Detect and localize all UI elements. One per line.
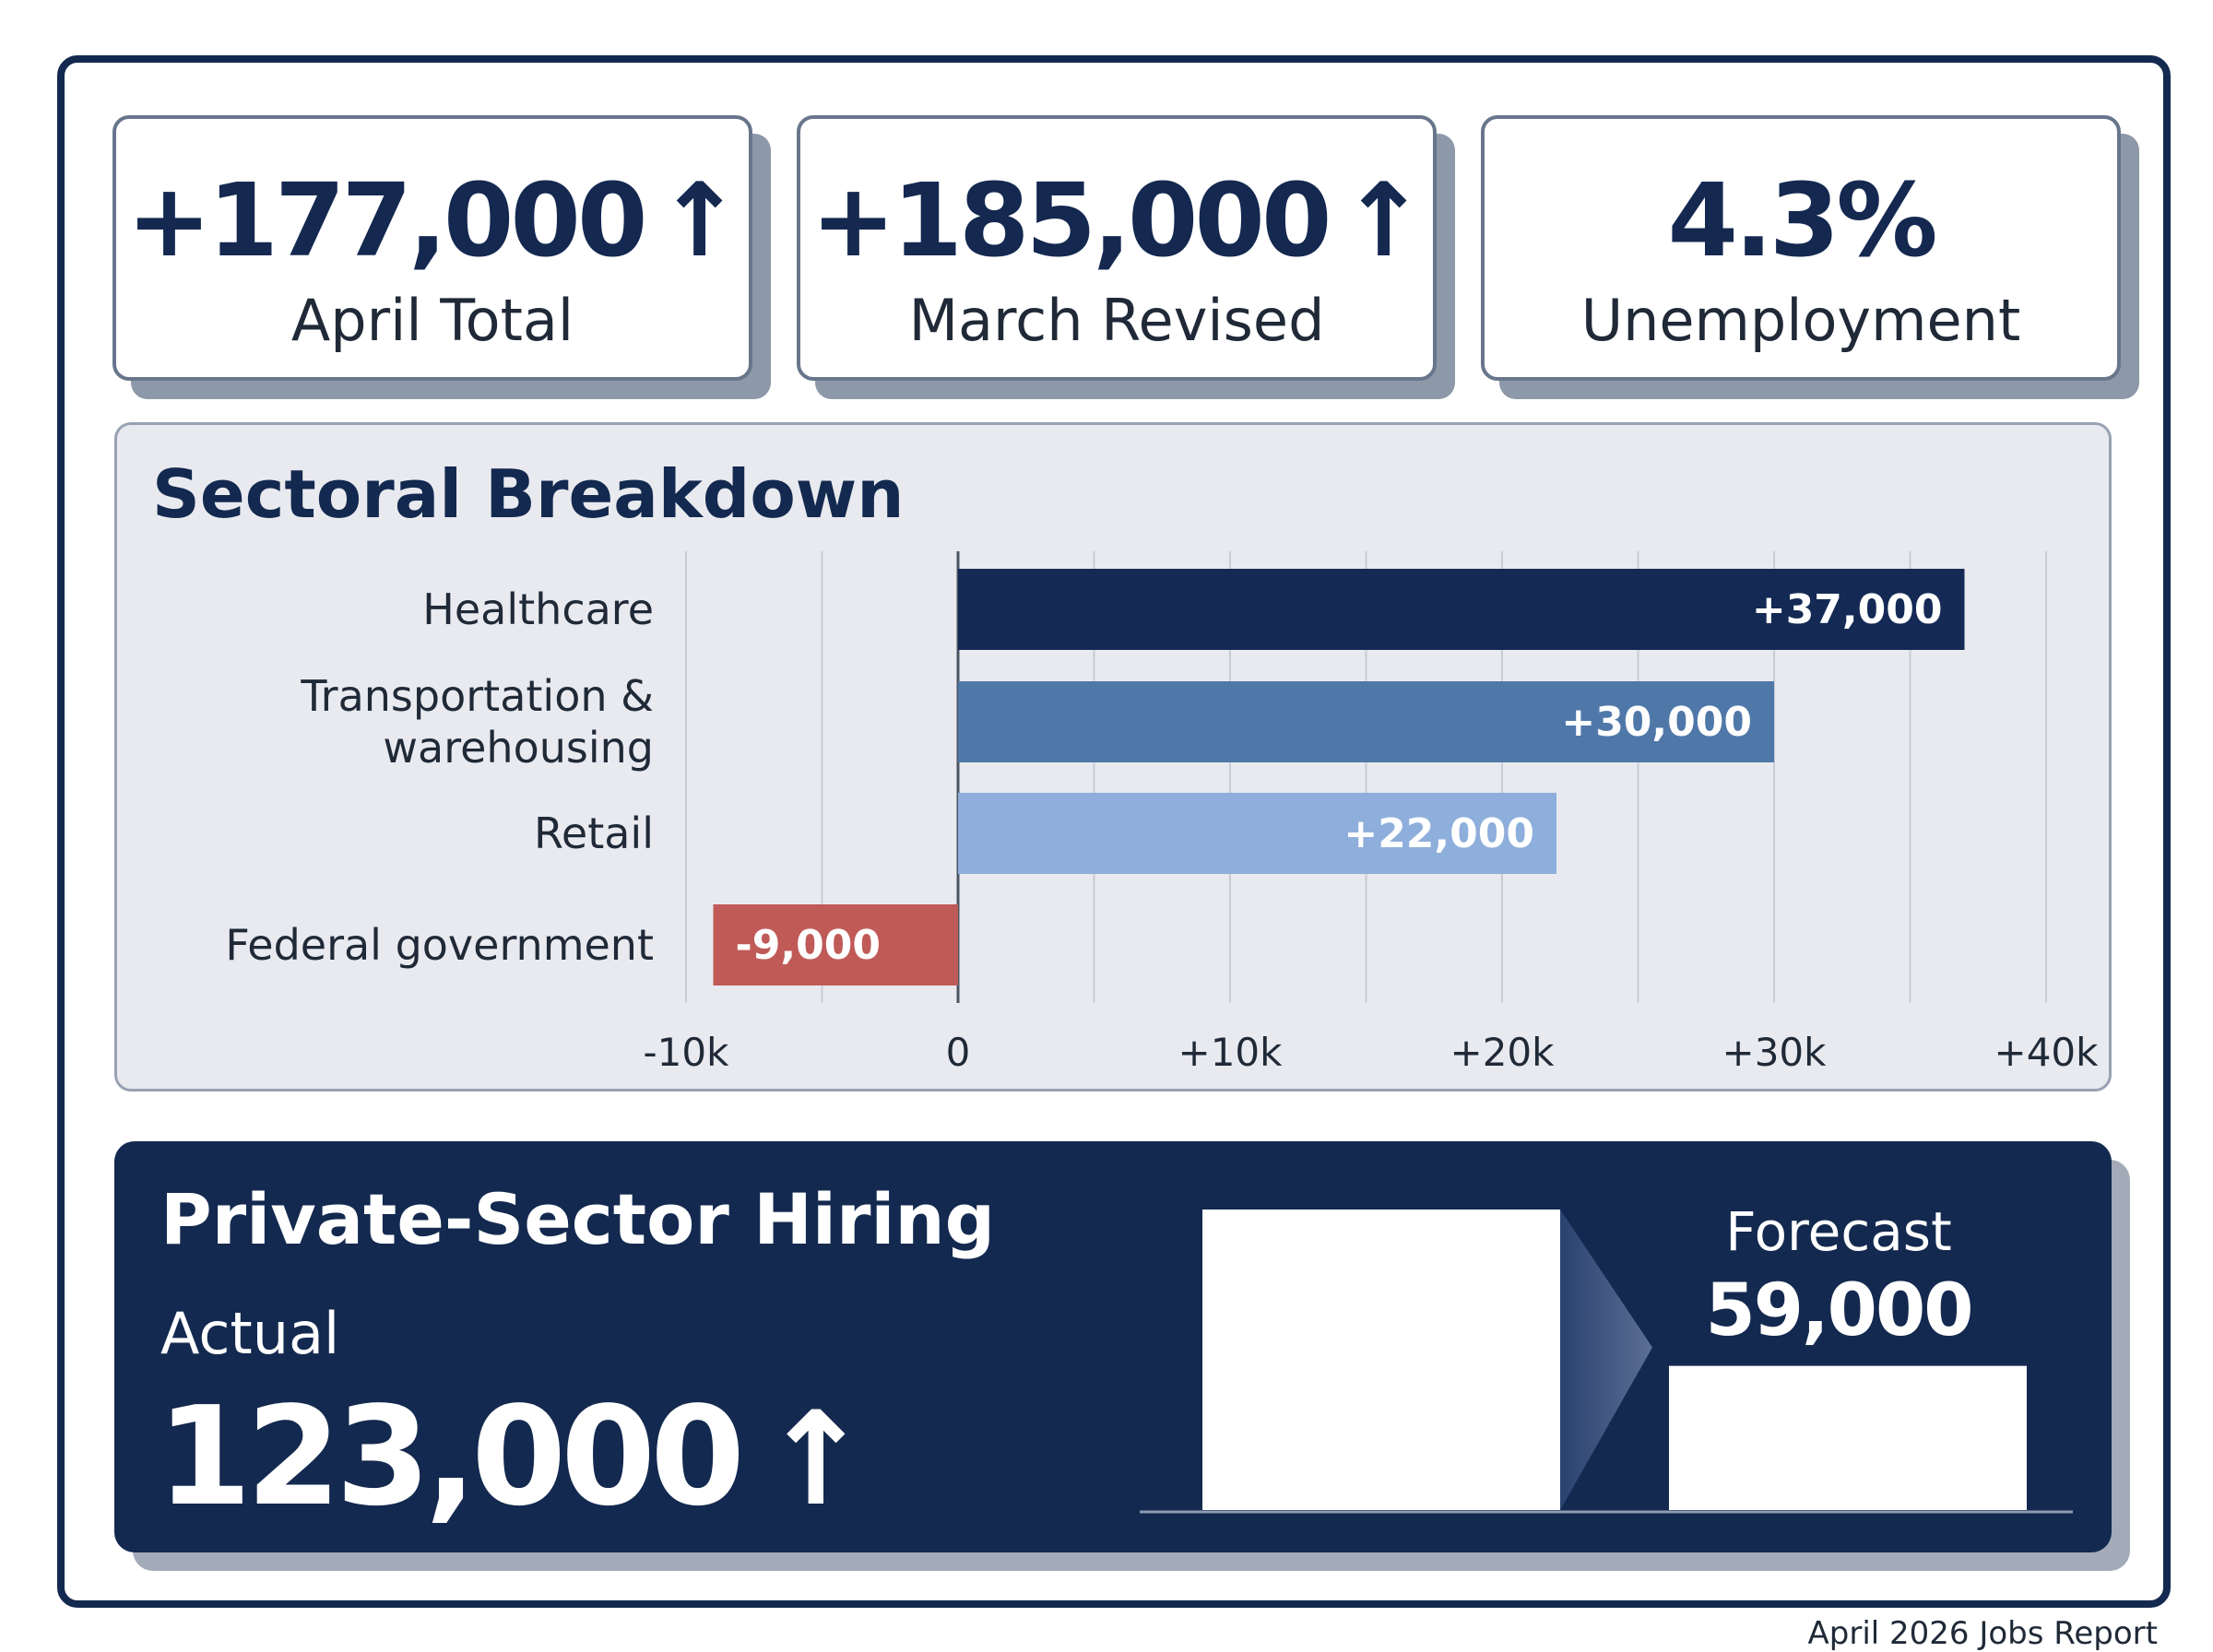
- category-label: Federal government: [225, 920, 654, 970]
- stat-label: April Total: [290, 287, 574, 354]
- up-arrow-icon: ↑: [762, 1385, 870, 1535]
- x-tick-label: +30k: [1722, 1030, 1828, 1075]
- bar: [1202, 1210, 1560, 1510]
- category-label: Transportation & warehousing: [300, 671, 654, 773]
- bar: [1669, 1365, 2027, 1510]
- actual-value: 123,000 ↑: [157, 1377, 870, 1536]
- bar: [958, 569, 1965, 650]
- x-tick-label: +10k: [1178, 1030, 1284, 1075]
- x-tick-label: +40k: [1994, 1030, 2100, 1075]
- arrow-connector: [1560, 1210, 1652, 1510]
- report-frame: +177,000 ↑ April Total +185,000 ↑ March Re…: [57, 55, 2171, 1608]
- forecast-label: Forecast: [1725, 1200, 1951, 1263]
- category-label: Retail: [534, 808, 654, 858]
- forecast-value: 59,000: [1706, 1269, 1972, 1352]
- bar-data-label: +37,000: [1752, 586, 1943, 633]
- stat-card-april-total: +177,000 ↑ April Total: [112, 115, 752, 381]
- bar-data-label: +22,000: [1343, 810, 1534, 857]
- actual-label: Actual: [160, 1300, 340, 1367]
- bar: [713, 904, 958, 985]
- private-sector-hiring-panel: Forecast 59,000 Private-Sector Hiring Act…: [114, 1141, 2112, 1552]
- x-tick-label: 0: [946, 1030, 971, 1075]
- x-tick-label: -10k: [644, 1030, 730, 1075]
- bar-data-label: -9,000: [736, 922, 881, 969]
- sectoral-bar-chart: -10k 0 +10k +20k +30k +40k +37,000 Healthcare +3…: [225, 551, 2100, 1075]
- stat-value: +177,000 ↑: [126, 161, 742, 279]
- stat-card-march-revised: +185,000 ↑ March Revised: [797, 115, 1437, 381]
- panel-title: Sectoral Breakdown: [152, 455, 905, 533]
- bar-data-label: +30,000: [1561, 699, 1752, 746]
- up-arrow-icon: ↑: [657, 161, 742, 279]
- bar: [958, 793, 1556, 874]
- stat-value: +185,000 ↑: [811, 161, 1426, 279]
- stat-value: 4.3%: [1667, 161, 1937, 279]
- hiring-title: Private-Sector Hiring: [160, 1178, 995, 1260]
- stat-label: Unemployment: [1580, 287, 2021, 354]
- sectoral-breakdown-panel: -10k 0 +10k +20k +30k +40k +37,000 Healthcare +3…: [114, 422, 2112, 1092]
- up-arrow-icon: ↑: [1341, 161, 1426, 279]
- footer-caption: April 2026 Jobs Report: [1807, 1615, 2159, 1652]
- bar: [958, 681, 1774, 762]
- stat-label: March Revised: [908, 287, 1325, 354]
- category-label: Healthcare: [422, 584, 654, 634]
- x-tick-label: +20k: [1450, 1030, 1556, 1075]
- stat-card-unemployment: 4.3% Unemployment: [1481, 115, 2121, 381]
